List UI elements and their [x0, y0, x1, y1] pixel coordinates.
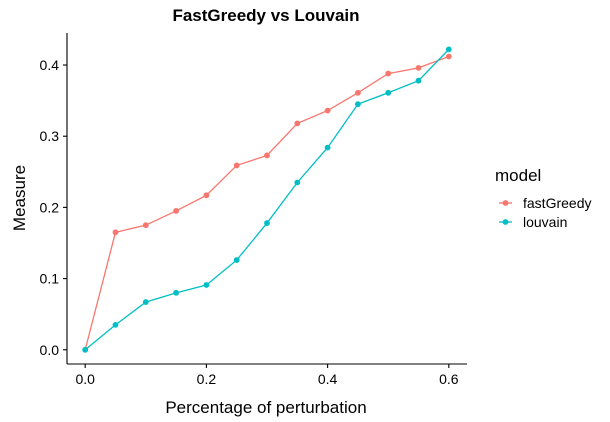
x-tick-label: 0.2: [197, 371, 217, 387]
data-point-fastgreedy: [415, 64, 422, 71]
data-point-louvain: [233, 257, 240, 263]
y-tick-label: 0.3: [40, 128, 60, 144]
data-point-louvain: [385, 89, 392, 96]
legend: model fastGreedy louvain: [495, 166, 591, 230]
legend-key-point-louvain: [502, 219, 509, 225]
data-point-fastgreedy: [355, 89, 361, 96]
data-point-fastgreedy: [142, 222, 149, 229]
data-point-louvain: [415, 77, 422, 84]
data-point-louvain: [173, 289, 179, 296]
chart-title: FastGreedy vs Louvain: [172, 6, 359, 25]
y-tick-label: 0.1: [40, 271, 60, 287]
data-point-fastgreedy: [445, 53, 452, 60]
data-point-fastgreedy: [112, 229, 119, 236]
series-line-fastgreedy: [84, 55, 450, 350]
x-tick-label: 0.6: [439, 371, 459, 387]
data-point-louvain: [142, 299, 149, 305]
data-point-louvain: [264, 220, 270, 226]
legend-label-fastgreedy: fastGreedy: [523, 195, 591, 211]
data-point-louvain: [112, 321, 119, 328]
x-tick-label: 0.4: [318, 371, 338, 387]
data-point-fastgreedy: [294, 120, 301, 127]
data-point-fastgreedy: [264, 152, 270, 159]
data-point-fastgreedy: [324, 107, 331, 114]
x-tick-label: 0.0: [75, 371, 95, 387]
data-point-fastgreedy: [203, 192, 210, 199]
data-point-fastgreedy: [173, 208, 179, 214]
y-tick-label: 0.0: [40, 342, 60, 358]
data-point-louvain: [82, 346, 89, 353]
y-tick-label: 0.2: [40, 199, 60, 215]
data-point-louvain: [355, 101, 361, 108]
data-point-fastgreedy: [385, 70, 392, 77]
data-point-louvain: [203, 282, 210, 288]
y-tick-label: 0.4: [40, 57, 60, 73]
data-point-louvain: [294, 179, 301, 186]
legend-label-louvain: louvain: [523, 214, 567, 230]
legend-key-point-fastgreedy: [502, 200, 509, 206]
data-point-fastgreedy: [233, 162, 240, 169]
y-axis-title: Measure: [10, 165, 29, 231]
data-point-louvain: [445, 46, 452, 53]
series-layer: [82, 46, 452, 353]
series-line-louvain: [84, 48, 450, 351]
legend-title: model: [495, 166, 541, 185]
x-axis-title: Percentage of perturbation: [165, 398, 366, 417]
axes: 0.0 0.1 0.2 0.3 0.4 0.0 0.2 0.4 0.6: [40, 33, 467, 387]
data-point-louvain: [324, 144, 331, 151]
